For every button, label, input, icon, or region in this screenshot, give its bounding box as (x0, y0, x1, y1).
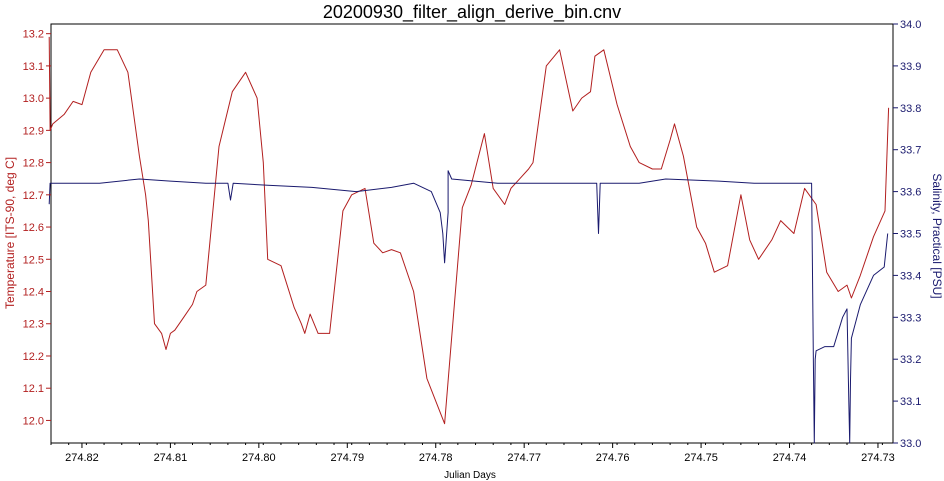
y-right-tick-label: 34.0 (900, 19, 921, 31)
series-layer (48, 36, 890, 444)
y-right-tick-label: 33.6 (900, 187, 921, 199)
series-line-temperature (48, 36, 890, 425)
y-left-tick-label: 12.1 (23, 383, 44, 395)
y-right-tick-label: 33.3 (900, 312, 921, 324)
y-left-tick-label: 12.4 (23, 287, 44, 299)
y-axis-left-label: Temperature [ITS-90, deg C] (3, 157, 17, 309)
y-left-tick-label: 13.0 (23, 93, 44, 105)
y-left-tick-label: 12.3 (23, 319, 44, 331)
y-right-tick-label: 33.2 (900, 354, 921, 366)
y-right-tick-label: 33.9 (900, 61, 921, 73)
x-tick-label: 274.80 (242, 452, 276, 464)
y-left-tick-label: 12.2 (23, 351, 44, 363)
y-left-tick-label: 12.5 (23, 254, 44, 266)
y-right-tick-label: 33.1 (900, 396, 921, 408)
y-right-tick-label: 33.7 (900, 145, 921, 157)
y-right-tick-label: 33.5 (900, 229, 921, 241)
x-axis: 274.82 274.81 274.80 274.79 274.78 274.77 274.… (50, 443, 895, 464)
y-left-tick-label: 12.9 (23, 125, 44, 137)
x-tick-label: 274.75 (684, 452, 718, 464)
y-axis-right: 33.0 33.1 33.2 33.3 33.4 33.5 33.6 33.7 33.8 33.9… (893, 19, 921, 450)
y-axis-left: 12.0 12.1 12.2 12.3 12.4 12.5 12.6 12.7 12.8 12.9… (23, 29, 51, 427)
y-left-tick-label: 12.7 (23, 190, 44, 202)
y-axis-right-label: Salinity, Practical [PSU] (930, 173, 944, 298)
x-tick-label: 274.76 (596, 452, 630, 464)
x-tick-label: 274.79 (330, 452, 364, 464)
plot-frame (50, 23, 894, 444)
x-tick-label: 274.81 (154, 452, 188, 464)
chart-title: 20200930_filter_align_derive_bin.cnv (323, 2, 621, 23)
y-left-tick-label: 13.2 (23, 29, 44, 41)
y-left-tick-label: 12.8 (23, 158, 44, 170)
y-left-tick-label: 13.1 (23, 61, 44, 73)
x-tick-label: 274.73 (861, 452, 895, 464)
x-tick-label: 274.78 (419, 452, 453, 464)
x-tick-label: 274.82 (65, 452, 99, 464)
y-right-tick-label: 33.4 (900, 270, 921, 282)
x-tick-label: 274.74 (773, 452, 807, 464)
y-right-tick-label: 33.8 (900, 103, 921, 115)
y-right-tick-label: 33.0 (900, 438, 921, 450)
series-line-salinity (48, 170, 889, 444)
x-axis-label: Julian Days (444, 470, 496, 481)
y-left-tick-label: 12.6 (23, 222, 44, 234)
x-tick-label: 274.77 (507, 452, 541, 464)
y-left-tick-label: 12.0 (23, 415, 44, 427)
